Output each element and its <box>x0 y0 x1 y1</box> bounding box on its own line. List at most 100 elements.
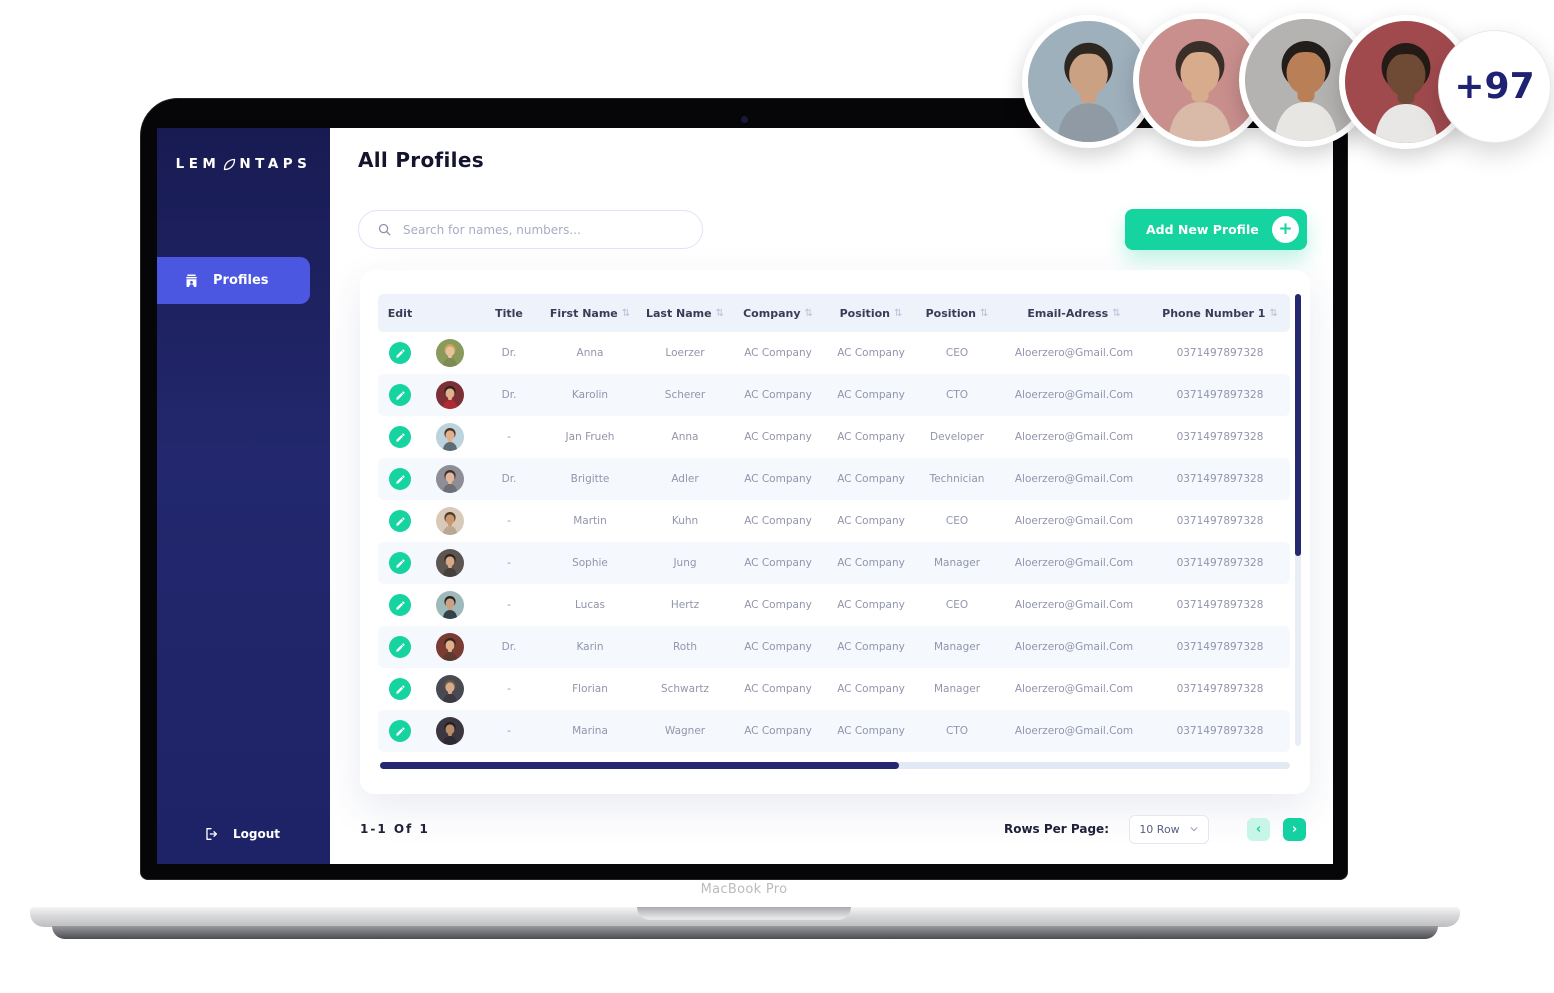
search-input[interactable] <box>403 222 702 237</box>
cell-email: Aloerzero@Gmail.Com <box>1014 347 1134 359</box>
horizontal-scrollbar-thumb[interactable] <box>380 762 899 769</box>
cell-position: AC Company <box>837 347 905 359</box>
sort-icon[interactable]: ⇅ <box>715 307 724 319</box>
cell-position-2: Manager <box>933 557 981 569</box>
next-page-button[interactable]: › <box>1283 817 1306 841</box>
sort-icon[interactable]: ⇅ <box>893 307 903 319</box>
vertical-scrollbar-thumb[interactable] <box>1295 294 1301 556</box>
edit-button[interactable] <box>389 342 411 364</box>
logout-button[interactable]: Logout <box>203 826 280 842</box>
cell-last-name: Scherer <box>664 389 706 401</box>
main-content: All Profiles Add New Profile + Edit Title… <box>330 128 1333 864</box>
row-avatar <box>436 549 464 577</box>
avatar-count-badge: +97 <box>1438 30 1551 143</box>
previous-page-button[interactable]: ‹ <box>1247 817 1270 841</box>
table-row: - Florian Schwartz AC Company AC Company Mana… <box>378 668 1290 710</box>
edit-button[interactable] <box>389 720 411 742</box>
laptop-notch <box>637 907 851 920</box>
column-header-position[interactable]: Position ⇅ <box>925 306 989 320</box>
cell-last-name: Schwartz <box>660 683 710 695</box>
edit-button[interactable] <box>389 636 411 658</box>
sidebar-item-profiles[interactable]: Profiles <box>157 257 310 304</box>
sort-icon[interactable]: ⇅ <box>1269 307 1278 319</box>
cell-first-name: Florian <box>572 683 608 695</box>
column-header-company[interactable]: Company ⇅ <box>743 306 813 320</box>
cell-first-name: Martin <box>573 515 607 527</box>
cell-email: Aloerzero@Gmail.Com <box>1014 683 1134 695</box>
cell-last-name: Jung <box>673 557 697 569</box>
cell-last-name: Anna <box>671 431 699 443</box>
cell-email: Aloerzero@Gmail.Com <box>1014 641 1134 653</box>
cell-title: Dr. <box>501 389 517 401</box>
add-new-profile-label: Add New Profile <box>1146 222 1259 237</box>
rows-per-page-select[interactable]: 10 Row <box>1129 814 1209 844</box>
horizontal-scrollbar <box>380 762 1290 769</box>
table-body: Dr. Anna Loerzer AC Company AC Company CEO Alo… <box>378 332 1290 752</box>
cell-phone: 0371497897328 <box>1176 599 1264 611</box>
sort-icon[interactable]: ⇅ <box>621 307 631 319</box>
cell-first-name: Brigitte <box>570 473 610 485</box>
cell-phone: 0371497897328 <box>1176 347 1264 359</box>
cell-company: AC Company <box>744 557 812 569</box>
cell-position-2: CEO <box>945 515 969 527</box>
edit-button[interactable] <box>389 426 411 448</box>
cell-last-name: Adler <box>671 473 699 485</box>
chevron-down-icon <box>1190 827 1198 832</box>
cell-first-name: Lucas <box>575 599 605 611</box>
edit-button[interactable] <box>389 594 411 616</box>
column-header-email-adress[interactable]: Email-Adress ⇅ <box>1027 306 1121 320</box>
table-footer: 1-1 Of 1 Rows Per Page: 10 Row ‹ › <box>360 814 1306 844</box>
cell-company: AC Company <box>744 515 812 527</box>
row-range-label: 1-1 Of 1 <box>360 822 430 836</box>
add-new-profile-button[interactable]: Add New Profile + <box>1125 209 1307 250</box>
cell-last-name: Hertz <box>670 599 700 611</box>
cell-position-2: Technician <box>929 473 985 485</box>
cell-title: - <box>507 725 511 737</box>
row-avatar <box>436 423 464 451</box>
sort-icon[interactable]: ⇅ <box>804 307 813 319</box>
cell-first-name: Karolin <box>571 389 609 401</box>
table-row: Dr. Anna Loerzer AC Company AC Company CEO Alo… <box>378 332 1290 374</box>
edit-button[interactable] <box>389 678 411 700</box>
cell-last-name: Wagner <box>664 725 706 737</box>
plus-icon: + <box>1272 216 1299 243</box>
cell-phone: 0371497897328 <box>1176 641 1264 653</box>
cell-email: Aloerzero@Gmail.Com <box>1014 389 1134 401</box>
sort-icon[interactable]: ⇅ <box>979 307 989 319</box>
cell-position: AC Company <box>837 599 905 611</box>
cell-company: AC Company <box>744 473 812 485</box>
cell-title: - <box>507 683 511 695</box>
cell-phone: 0371497897328 <box>1176 515 1264 527</box>
cell-position-2: CEO <box>945 599 969 611</box>
cell-company: AC Company <box>744 725 812 737</box>
cell-position: AC Company <box>837 725 905 737</box>
table-row: Dr. Karin Roth AC Company AC Company Manager A… <box>378 626 1290 668</box>
row-avatar <box>436 633 464 661</box>
cell-position: AC Company <box>837 683 905 695</box>
column-header-phone-number-1[interactable]: Phone Number 1 ⇅ <box>1162 306 1278 320</box>
edit-button[interactable] <box>389 552 411 574</box>
edit-button[interactable] <box>389 468 411 490</box>
column-header-first-name[interactable]: First Name ⇅ <box>549 306 631 320</box>
row-avatar <box>436 507 464 535</box>
logout-icon <box>206 828 217 840</box>
cell-title: - <box>507 515 511 527</box>
row-avatar <box>436 465 464 493</box>
profile-photo <box>1339 15 1473 149</box>
cell-email: Aloerzero@Gmail.Com <box>1014 599 1134 611</box>
column-header-last-name[interactable]: Last Name ⇅ <box>645 306 724 320</box>
cell-phone: 0371497897328 <box>1176 683 1264 695</box>
cell-position: AC Company <box>837 641 905 653</box>
column-header-position[interactable]: Position ⇅ <box>839 306 903 320</box>
cell-position-2: CTO <box>945 389 968 401</box>
cell-email: Aloerzero@Gmail.Com <box>1014 515 1134 527</box>
edit-button[interactable] <box>389 384 411 406</box>
edit-button[interactable] <box>389 510 411 532</box>
row-avatar <box>436 717 464 745</box>
cell-title: Dr. <box>501 641 517 653</box>
profiles-icon <box>186 274 197 288</box>
cell-last-name: Kuhn <box>671 515 699 527</box>
cell-first-name: Jan Frueh <box>565 431 615 443</box>
sort-icon[interactable]: ⇅ <box>1112 307 1121 319</box>
